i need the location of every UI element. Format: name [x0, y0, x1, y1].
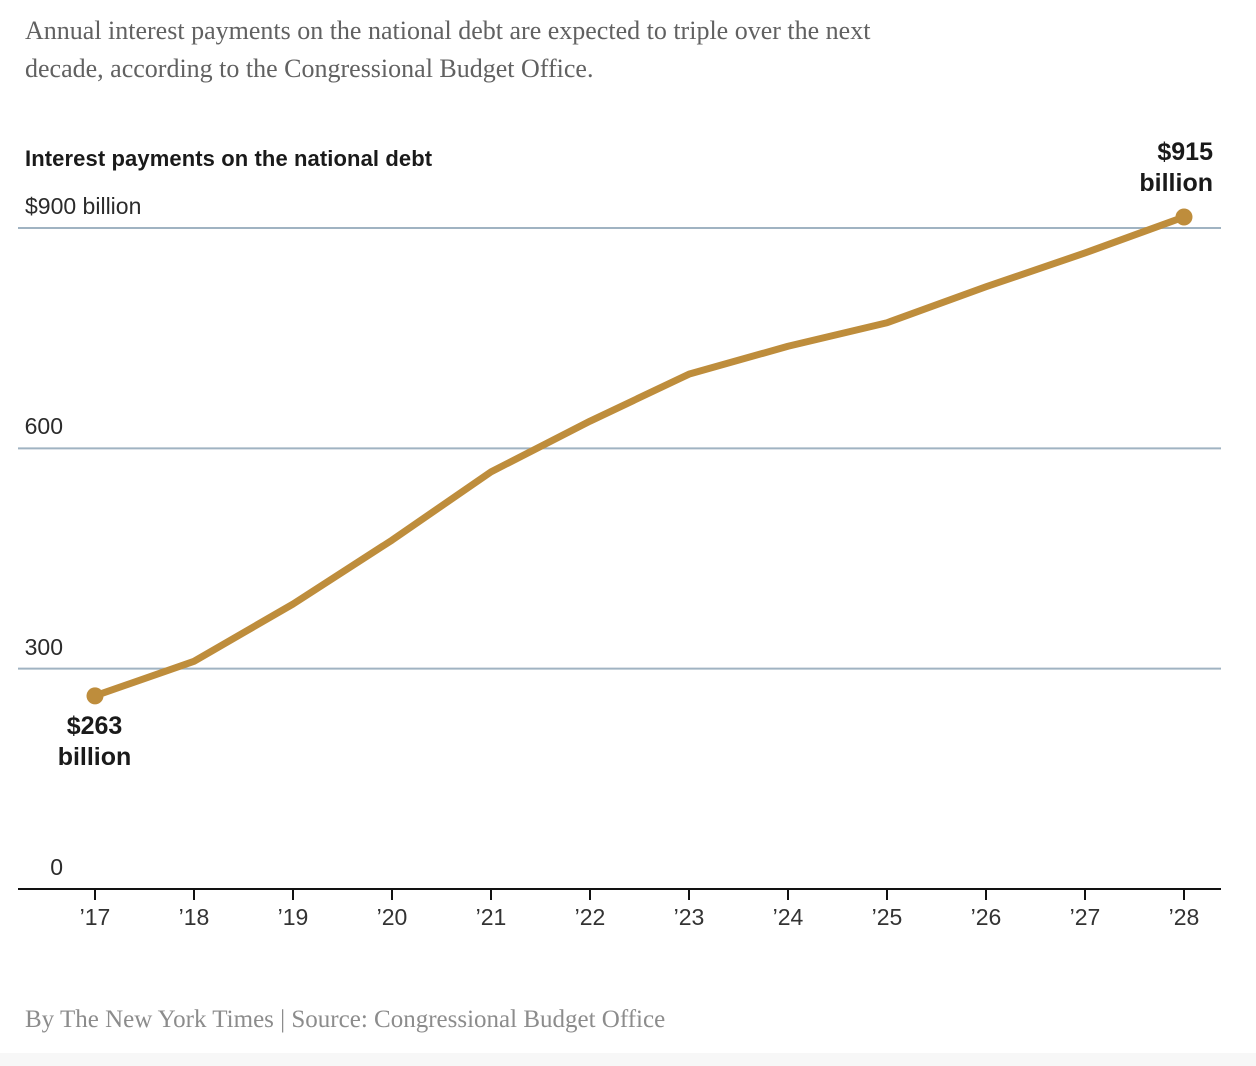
x-axis-tick-label-2025: ’25	[871, 904, 903, 930]
start-value-line-2: billion	[57, 743, 132, 771]
x-axis-tick-label-2024: ’24	[772, 904, 804, 930]
x-axis-tick-label-2018: ’18	[178, 904, 210, 930]
x-axis-tick-label-2022: ’22	[574, 904, 606, 930]
x-axis-tick-label-2023: ’23	[673, 904, 705, 930]
chart-title: Interest payments on the national debt	[25, 146, 433, 171]
x-axis-tick-label-2027: ’27	[1069, 904, 1101, 930]
start-value-line-1: $263	[66, 712, 123, 740]
y-axis-tick-label-0: 0	[50, 854, 63, 880]
start-point-dot	[86, 687, 104, 705]
end-value-line-2: billion	[1139, 169, 1213, 197]
y-axis-tick-label-900: $900 billion	[25, 193, 142, 219]
headline-line-1: Annual interest payments on the national…	[25, 16, 871, 45]
y-axis-tick-label-600: 600	[24, 413, 63, 440]
source-byline: By The New York Times | Source: Congress…	[25, 1006, 666, 1033]
x-axis-tick-label-2017: ’17	[79, 904, 111, 930]
headline-line-2: decade, according to the Congressional B…	[25, 54, 594, 83]
end-value-label: $915 billion	[1139, 137, 1213, 199]
chart-headline: Annual interest payments on the national…	[25, 12, 870, 88]
x-axis-tick-label-2028: ’28	[1168, 904, 1200, 930]
x-axis-tick-label-2021: ’21	[475, 904, 507, 930]
data-line	[93, 213, 1186, 700]
start-value-label: $263 billion	[12, 711, 177, 773]
page-bottom-edge	[0, 1053, 1256, 1066]
x-axis-tick-label-2026: ’26	[970, 904, 1002, 930]
x-axis-tick-label-2020: ’20	[376, 904, 408, 930]
end-value-line-1: $915	[1157, 138, 1213, 166]
end-point-dot	[1175, 208, 1193, 226]
x-axis-tick-label-2019: ’19	[277, 904, 309, 930]
y-axis-tick-label-300: 300	[24, 633, 63, 660]
